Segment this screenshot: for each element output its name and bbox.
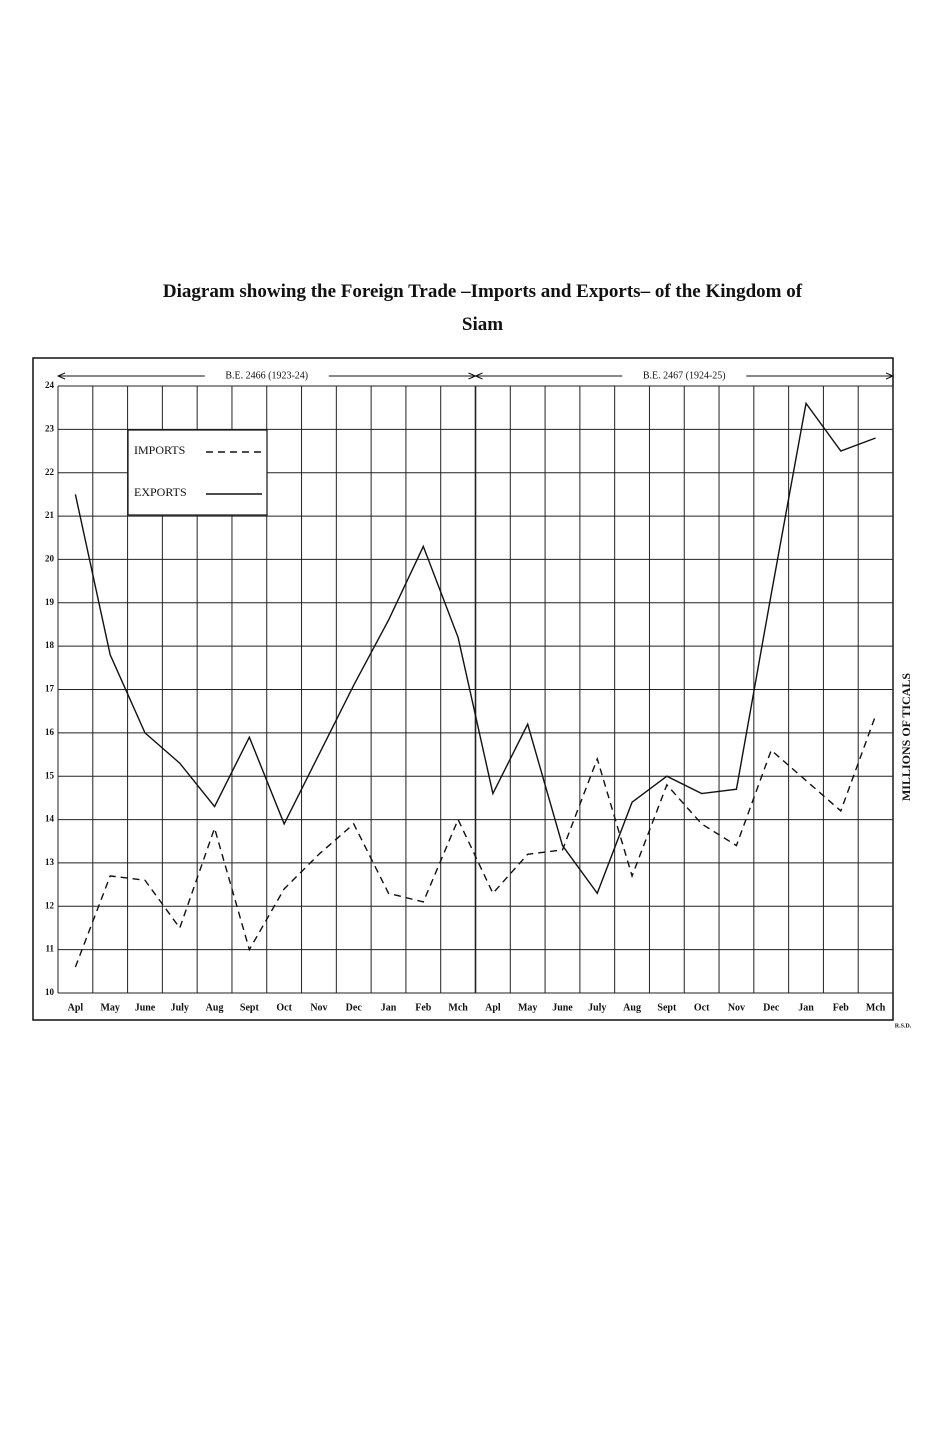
y-tick-label: 10 — [45, 987, 55, 997]
x-tick-label: Feb — [415, 1002, 432, 1013]
y-tick-label: 18 — [45, 640, 55, 650]
series-line — [74, 715, 877, 968]
x-tick-label: Dec — [346, 1002, 363, 1013]
x-tick-label: Sept — [657, 1002, 677, 1013]
y-tick-label: 13 — [45, 857, 55, 867]
x-tick-label: Mch — [448, 1002, 468, 1013]
x-tick-label: Feb — [833, 1002, 850, 1013]
x-tick-label: Dec — [763, 1002, 780, 1013]
x-tick-label: May — [100, 1002, 119, 1013]
arrow-head — [474, 372, 483, 380]
x-tick-label: Oct — [694, 1002, 710, 1013]
period-label-bg — [204, 369, 329, 383]
x-tick-label: Nov — [310, 1002, 327, 1013]
period-label-bg — [622, 369, 747, 383]
period-label: B.E. 2467 (1924-25) — [643, 370, 726, 381]
y-tick-label: 21 — [45, 510, 55, 520]
x-tick-label: Jan — [798, 1002, 814, 1013]
y-tick-label: 14 — [45, 814, 55, 824]
y-axis-label: MILLIONS OF TICALS — [899, 673, 913, 801]
y-tick-label: 17 — [45, 684, 55, 694]
y-tick-label: 16 — [45, 727, 55, 737]
x-tick-label: Sept — [240, 1002, 260, 1013]
y-tick-label: 23 — [45, 423, 55, 433]
x-tick-label: June — [135, 1002, 156, 1013]
x-tick-label: Apl — [485, 1002, 501, 1013]
legend-box — [127, 429, 268, 516]
signature: R.S.D. — [895, 1023, 912, 1029]
x-tick-label: Apl — [68, 1002, 84, 1013]
arrow-head — [885, 372, 895, 380]
period-label: B.E. 2466 (1923-24) — [225, 370, 308, 381]
legend-label: IMPORTS — [134, 443, 185, 457]
chart-title: Diagram showing the Foreign Trade –Impor… — [162, 281, 803, 335]
x-tick-label: Aug — [206, 1002, 224, 1013]
y-tick-label: 19 — [45, 597, 55, 607]
y-tick-label: 15 — [45, 770, 55, 780]
x-tick-label: Aug — [623, 1002, 641, 1013]
x-tick-label: Mch — [866, 1002, 886, 1013]
arrow-head — [56, 372, 66, 380]
x-tick-label: Jan — [381, 1002, 397, 1013]
legend-label: EXPORTS — [134, 485, 187, 499]
x-tick-label: Nov — [728, 1002, 745, 1013]
x-tick-label: June — [552, 1002, 573, 1013]
y-tick-label: 20 — [45, 553, 55, 563]
y-tick-label: 24 — [45, 380, 55, 390]
y-tick-label: 22 — [45, 467, 55, 477]
x-tick-label: July — [171, 1002, 189, 1013]
x-tick-label: Oct — [276, 1002, 292, 1013]
y-tick-label: 11 — [45, 944, 54, 954]
y-tick-label: 12 — [45, 900, 55, 910]
x-tick-label: May — [518, 1002, 537, 1013]
x-tick-label: July — [588, 1002, 606, 1013]
series-line — [74, 401, 876, 895]
